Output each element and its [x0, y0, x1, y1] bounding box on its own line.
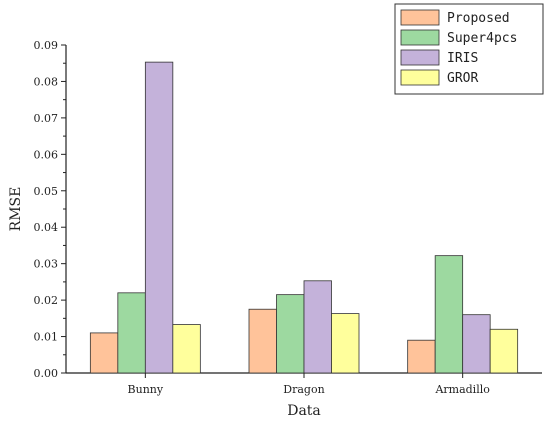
bar-super4pcs-bunny — [117, 292, 146, 374]
bar-proposed-dragon — [248, 308, 277, 374]
plot-area: 0.00 0.01 0.02 0.03 0.04 0.05 0.06 0.07 0.08 0.09… — [34, 39, 542, 396]
legend-swatch — [400, 29, 440, 46]
y-tick-label: 0.02 — [34, 294, 59, 307]
legend-swatch — [400, 69, 440, 86]
bar-gror-bunny — [172, 324, 201, 374]
bar-iris-bunny — [144, 61, 174, 374]
legend-swatch — [400, 49, 440, 66]
y-tick-label: 0.07 — [34, 112, 59, 125]
bar-super4pcs-dragon — [276, 294, 305, 374]
y-tick-label: 0.01 — [34, 331, 59, 344]
bar-super4pcs-armadillo — [434, 255, 464, 374]
bar-proposed-armadillo — [407, 339, 436, 374]
bar-iris-dragon — [303, 280, 332, 374]
y-tick-label: 0.05 — [34, 185, 59, 198]
legend-label: GROR — [447, 71, 478, 86]
legend-label: IRIS — [447, 51, 478, 66]
y-tick-label: 0.06 — [34, 148, 59, 161]
x-tick-label: Dragon — [283, 383, 324, 396]
x-axis-title: Data — [287, 403, 321, 419]
y-tick-label: 0.09 — [34, 39, 59, 52]
x-tick-label: Bunny — [128, 383, 164, 396]
y-tick-label: 0.08 — [34, 75, 59, 88]
legend-label: Proposed — [447, 11, 510, 26]
bar-gror-dragon — [331, 313, 360, 374]
legend: Proposed Super4pcs IRIS GROR — [394, 3, 544, 95]
y-axis-title: RMSE — [8, 187, 24, 232]
legend-label: Super4pcs — [447, 31, 517, 46]
bar-proposed-bunny — [89, 332, 119, 374]
legend-swatch — [400, 9, 440, 26]
y-tick-label: 0.03 — [34, 258, 59, 271]
y-tick-label: 0.04 — [34, 221, 59, 234]
y-tick-label: 0.00 — [34, 367, 59, 380]
x-tick-label: Armadillo — [434, 383, 490, 396]
bar-iris-armadillo — [462, 314, 491, 374]
bar-gror-armadillo — [489, 328, 519, 374]
